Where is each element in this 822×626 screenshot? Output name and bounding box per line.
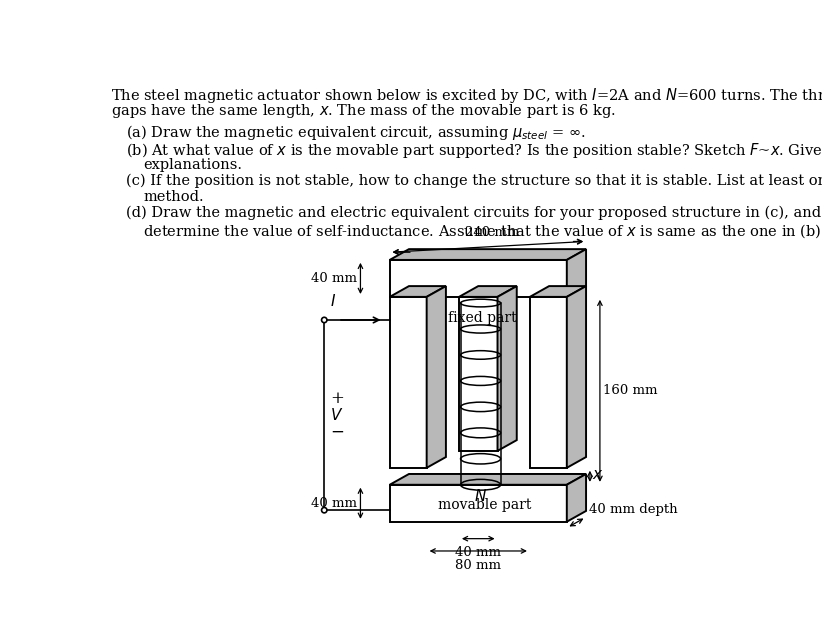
Text: fixed part: fixed part xyxy=(448,310,516,325)
Polygon shape xyxy=(390,249,586,260)
Polygon shape xyxy=(497,286,517,451)
Text: explanations.: explanations. xyxy=(143,158,242,172)
Text: −: − xyxy=(330,424,344,441)
Text: The steel magnetic actuator shown below is excited by DC, with $I$=2A and $N$=60: The steel magnetic actuator shown below … xyxy=(111,86,822,105)
Polygon shape xyxy=(459,286,517,297)
Bar xyxy=(390,297,427,468)
Text: 40 mm: 40 mm xyxy=(312,272,358,285)
Polygon shape xyxy=(567,474,586,521)
Bar xyxy=(390,485,567,521)
Text: (b) At what value of $x$ is the movable part supported? Is the position stable? : (b) At what value of $x$ is the movable … xyxy=(127,141,822,160)
Text: $I$: $I$ xyxy=(330,293,336,309)
Circle shape xyxy=(321,508,327,513)
Bar xyxy=(459,297,497,451)
Text: determine the value of self-inductance. Assume that the value of $x$ is same as : determine the value of self-inductance. … xyxy=(143,222,822,240)
Text: (c) If the position is not stable, how to change the structure so that it is sta: (c) If the position is not stable, how t… xyxy=(127,173,822,188)
Text: (d) Draw the magnetic and electric equivalent circuits for your proposed structu: (d) Draw the magnetic and electric equiv… xyxy=(127,206,821,220)
Bar xyxy=(530,297,567,468)
Text: 40 mm: 40 mm xyxy=(455,546,501,560)
Polygon shape xyxy=(390,474,586,485)
Polygon shape xyxy=(427,286,446,468)
Text: $N$: $N$ xyxy=(474,488,487,504)
Text: 240 mm: 240 mm xyxy=(464,226,519,239)
Polygon shape xyxy=(390,286,446,297)
Text: (a) Draw the magnetic equivalent circuit, assuming $\mu_{steel}$ = $\infty$.: (a) Draw the magnetic equivalent circuit… xyxy=(127,123,586,142)
Text: $V$: $V$ xyxy=(330,407,344,423)
Text: method.: method. xyxy=(143,190,204,204)
Text: $x$: $x$ xyxy=(592,468,604,482)
Polygon shape xyxy=(530,286,586,297)
Text: 160 mm: 160 mm xyxy=(603,384,658,398)
Text: +: + xyxy=(330,389,344,407)
Text: 40 mm depth: 40 mm depth xyxy=(589,503,678,516)
Text: 40 mm: 40 mm xyxy=(312,497,358,510)
Text: gaps have the same length, $x$. The mass of the movable part is 6 kg.: gaps have the same length, $x$. The mass… xyxy=(111,102,616,120)
Polygon shape xyxy=(567,286,586,468)
Text: 80 mm: 80 mm xyxy=(455,558,501,572)
Text: movable part: movable part xyxy=(438,498,531,512)
Polygon shape xyxy=(567,249,586,297)
Bar xyxy=(390,260,567,297)
Circle shape xyxy=(321,317,327,322)
